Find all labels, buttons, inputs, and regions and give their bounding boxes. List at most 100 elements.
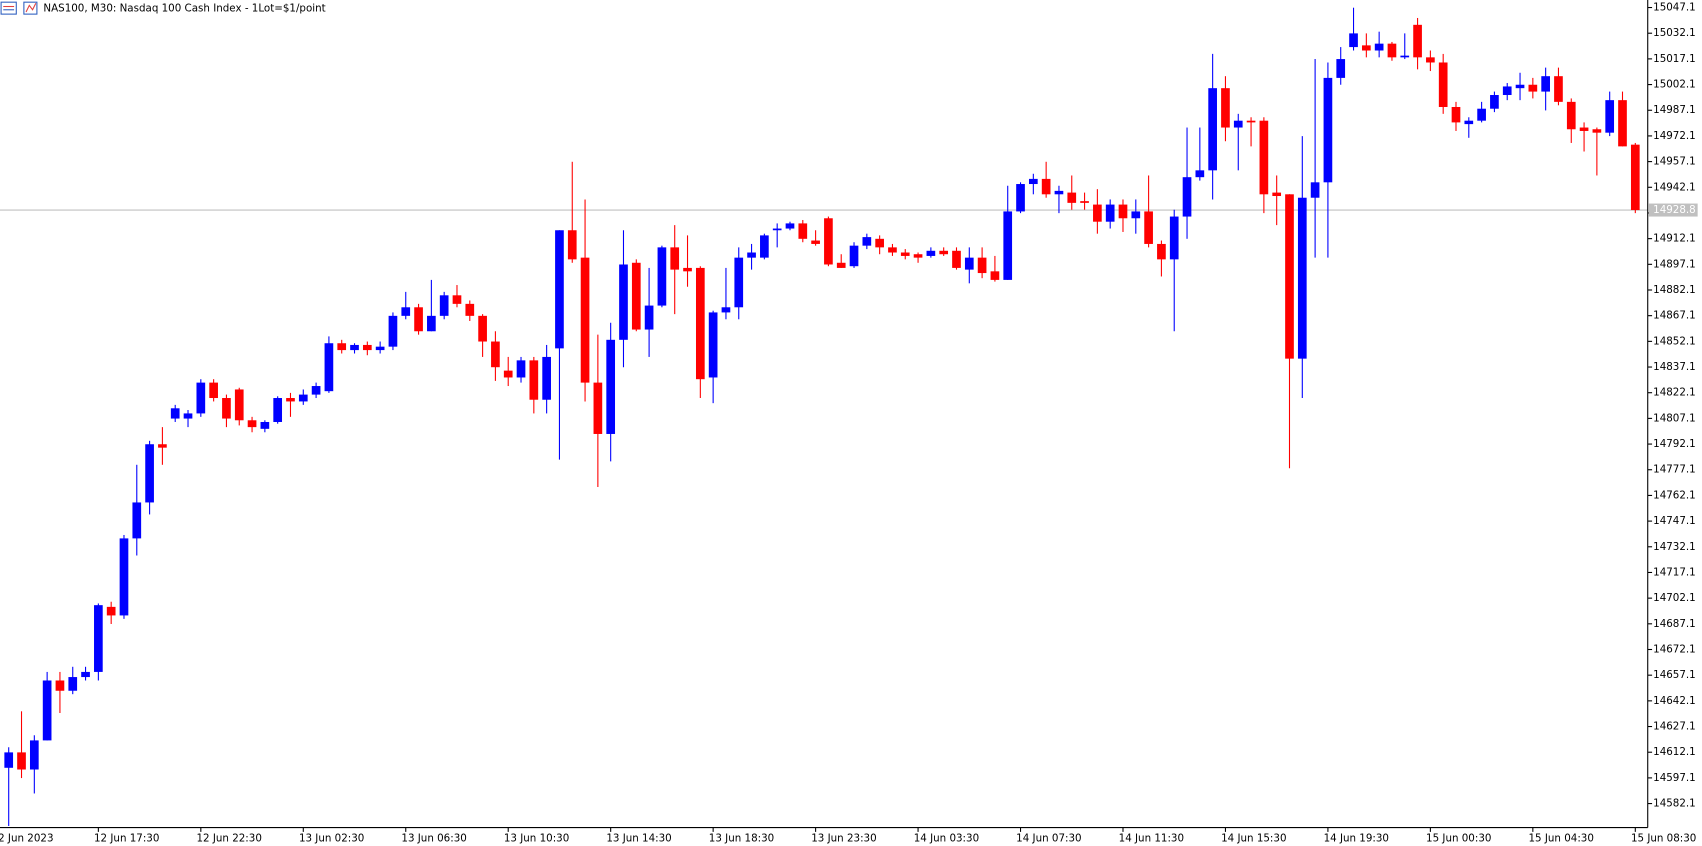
- candle-body: [1131, 211, 1141, 219]
- y-tick-label: 14957.1: [1653, 156, 1696, 168]
- candle-body: [670, 247, 680, 270]
- candle-body: [183, 413, 193, 419]
- candle-body: [1387, 43, 1397, 58]
- candle-body: [222, 398, 231, 419]
- y-tick-label: 14777.1: [1653, 464, 1696, 476]
- candle-body: [1310, 182, 1320, 198]
- candle-body: [55, 680, 65, 691]
- candle-body: [977, 257, 987, 274]
- candle-body: [1028, 178, 1038, 185]
- y-tick-label: 14912.1: [1653, 233, 1696, 245]
- candle-body: [42, 680, 52, 741]
- candle-body: [644, 305, 654, 330]
- y-tick-label: 14597.1: [1653, 772, 1696, 784]
- x-tick-label: 13 Jun 14:30: [606, 832, 671, 844]
- candle-body: [1451, 106, 1461, 123]
- x-tick-label: 13 Jun 23:30: [811, 832, 876, 844]
- candle-body: [721, 307, 731, 313]
- candle-body: [1502, 86, 1512, 96]
- candle-body: [1528, 84, 1538, 92]
- icon: [23, 1, 38, 15]
- x-tick-label: 13 Jun 06:30: [401, 832, 466, 844]
- candle-body: [68, 677, 78, 691]
- candle-body: [747, 252, 756, 258]
- candle-body: [388, 315, 398, 347]
- y-tick-label: 14672.1: [1653, 643, 1696, 655]
- x-tick-label: 12 Jun 17:30: [94, 832, 159, 844]
- icon: [0, 1, 17, 15]
- y-tick-label: 14702.1: [1653, 592, 1696, 604]
- x-tick-label: 12 Jun 2023: [0, 832, 53, 844]
- candle-body: [273, 398, 283, 422]
- candle-body: [900, 252, 910, 256]
- candle-body: [529, 360, 539, 400]
- candle-body: [119, 538, 129, 616]
- candle-body: [362, 344, 372, 351]
- candle-body: [849, 245, 859, 267]
- candle-body: [439, 295, 449, 316]
- y-tick-label: 15032.1: [1653, 27, 1696, 39]
- candle-body: [1477, 108, 1486, 121]
- candle-body: [145, 444, 154, 503]
- candle-body: [555, 230, 564, 349]
- candle-body: [170, 408, 180, 419]
- candle-body: [683, 267, 692, 272]
- x-tick-label: 14 Jun 07:30: [1016, 832, 1081, 844]
- candle-body: [196, 382, 206, 414]
- candle-body: [1618, 100, 1627, 147]
- candle-body: [1080, 201, 1089, 203]
- candle-body: [234, 389, 244, 421]
- candle-body: [593, 382, 603, 434]
- candle-body: [1182, 177, 1192, 217]
- candle-body: [619, 264, 628, 340]
- candle-body: [657, 247, 667, 306]
- candle-body: [1541, 76, 1550, 92]
- x-tick-label: 15 Jun 04:30: [1528, 832, 1593, 844]
- y-tick-label: 14897.1: [1653, 258, 1696, 270]
- y-tick-label: 14627.1: [1653, 721, 1696, 733]
- x-tick-label: 12 Jun 22:30: [196, 832, 261, 844]
- candle-body: [516, 360, 526, 378]
- candle-body: [1093, 204, 1102, 222]
- candle-body: [1221, 88, 1230, 128]
- y-tick-label: 14942.1: [1653, 181, 1696, 193]
- x-tick-label: 14 Jun 15:30: [1221, 832, 1286, 844]
- y-tick-label: 14792.1: [1653, 438, 1696, 450]
- candle-body: [1592, 129, 1602, 133]
- candle-body: [1067, 192, 1077, 203]
- candle-body: [1413, 24, 1422, 58]
- candle-body: [1105, 204, 1115, 222]
- candle-body: [81, 671, 90, 678]
- candle-body: [286, 398, 295, 402]
- candle-body: [132, 502, 142, 539]
- y-tick-label: 14972.1: [1653, 130, 1696, 142]
- plot-area: [0, 7, 1648, 826]
- candle-body: [811, 240, 820, 244]
- candle-body: [1003, 211, 1013, 280]
- candle-body: [1208, 88, 1217, 171]
- candle-body: [708, 312, 718, 378]
- candle-body: [17, 752, 26, 770]
- candle-body: [606, 339, 616, 434]
- y-tick-label: 14642.1: [1653, 695, 1696, 707]
- candle-body: [990, 271, 1000, 280]
- candle-body: [798, 223, 808, 239]
- candle-body: [1566, 101, 1576, 130]
- x-tick-label: 13 Jun 02:30: [299, 832, 364, 844]
- candle-body: [1297, 197, 1307, 359]
- candle-body: [465, 303, 475, 316]
- candle-body: [1195, 170, 1205, 178]
- candle-body: [542, 356, 551, 400]
- y-tick-label: 15047.1: [1653, 2, 1696, 14]
- candle-body: [631, 262, 641, 330]
- candle-body: [580, 257, 590, 383]
- candle-body: [106, 606, 116, 616]
- candle-body: [760, 235, 769, 258]
- candle-body: [1054, 190, 1064, 195]
- x-tick-label: 13 Jun 10:30: [504, 832, 569, 844]
- candle-body: [939, 250, 949, 255]
- candle-body: [695, 267, 705, 380]
- candle-body: [401, 307, 411, 316]
- y-tick-label: 14822.1: [1653, 387, 1696, 399]
